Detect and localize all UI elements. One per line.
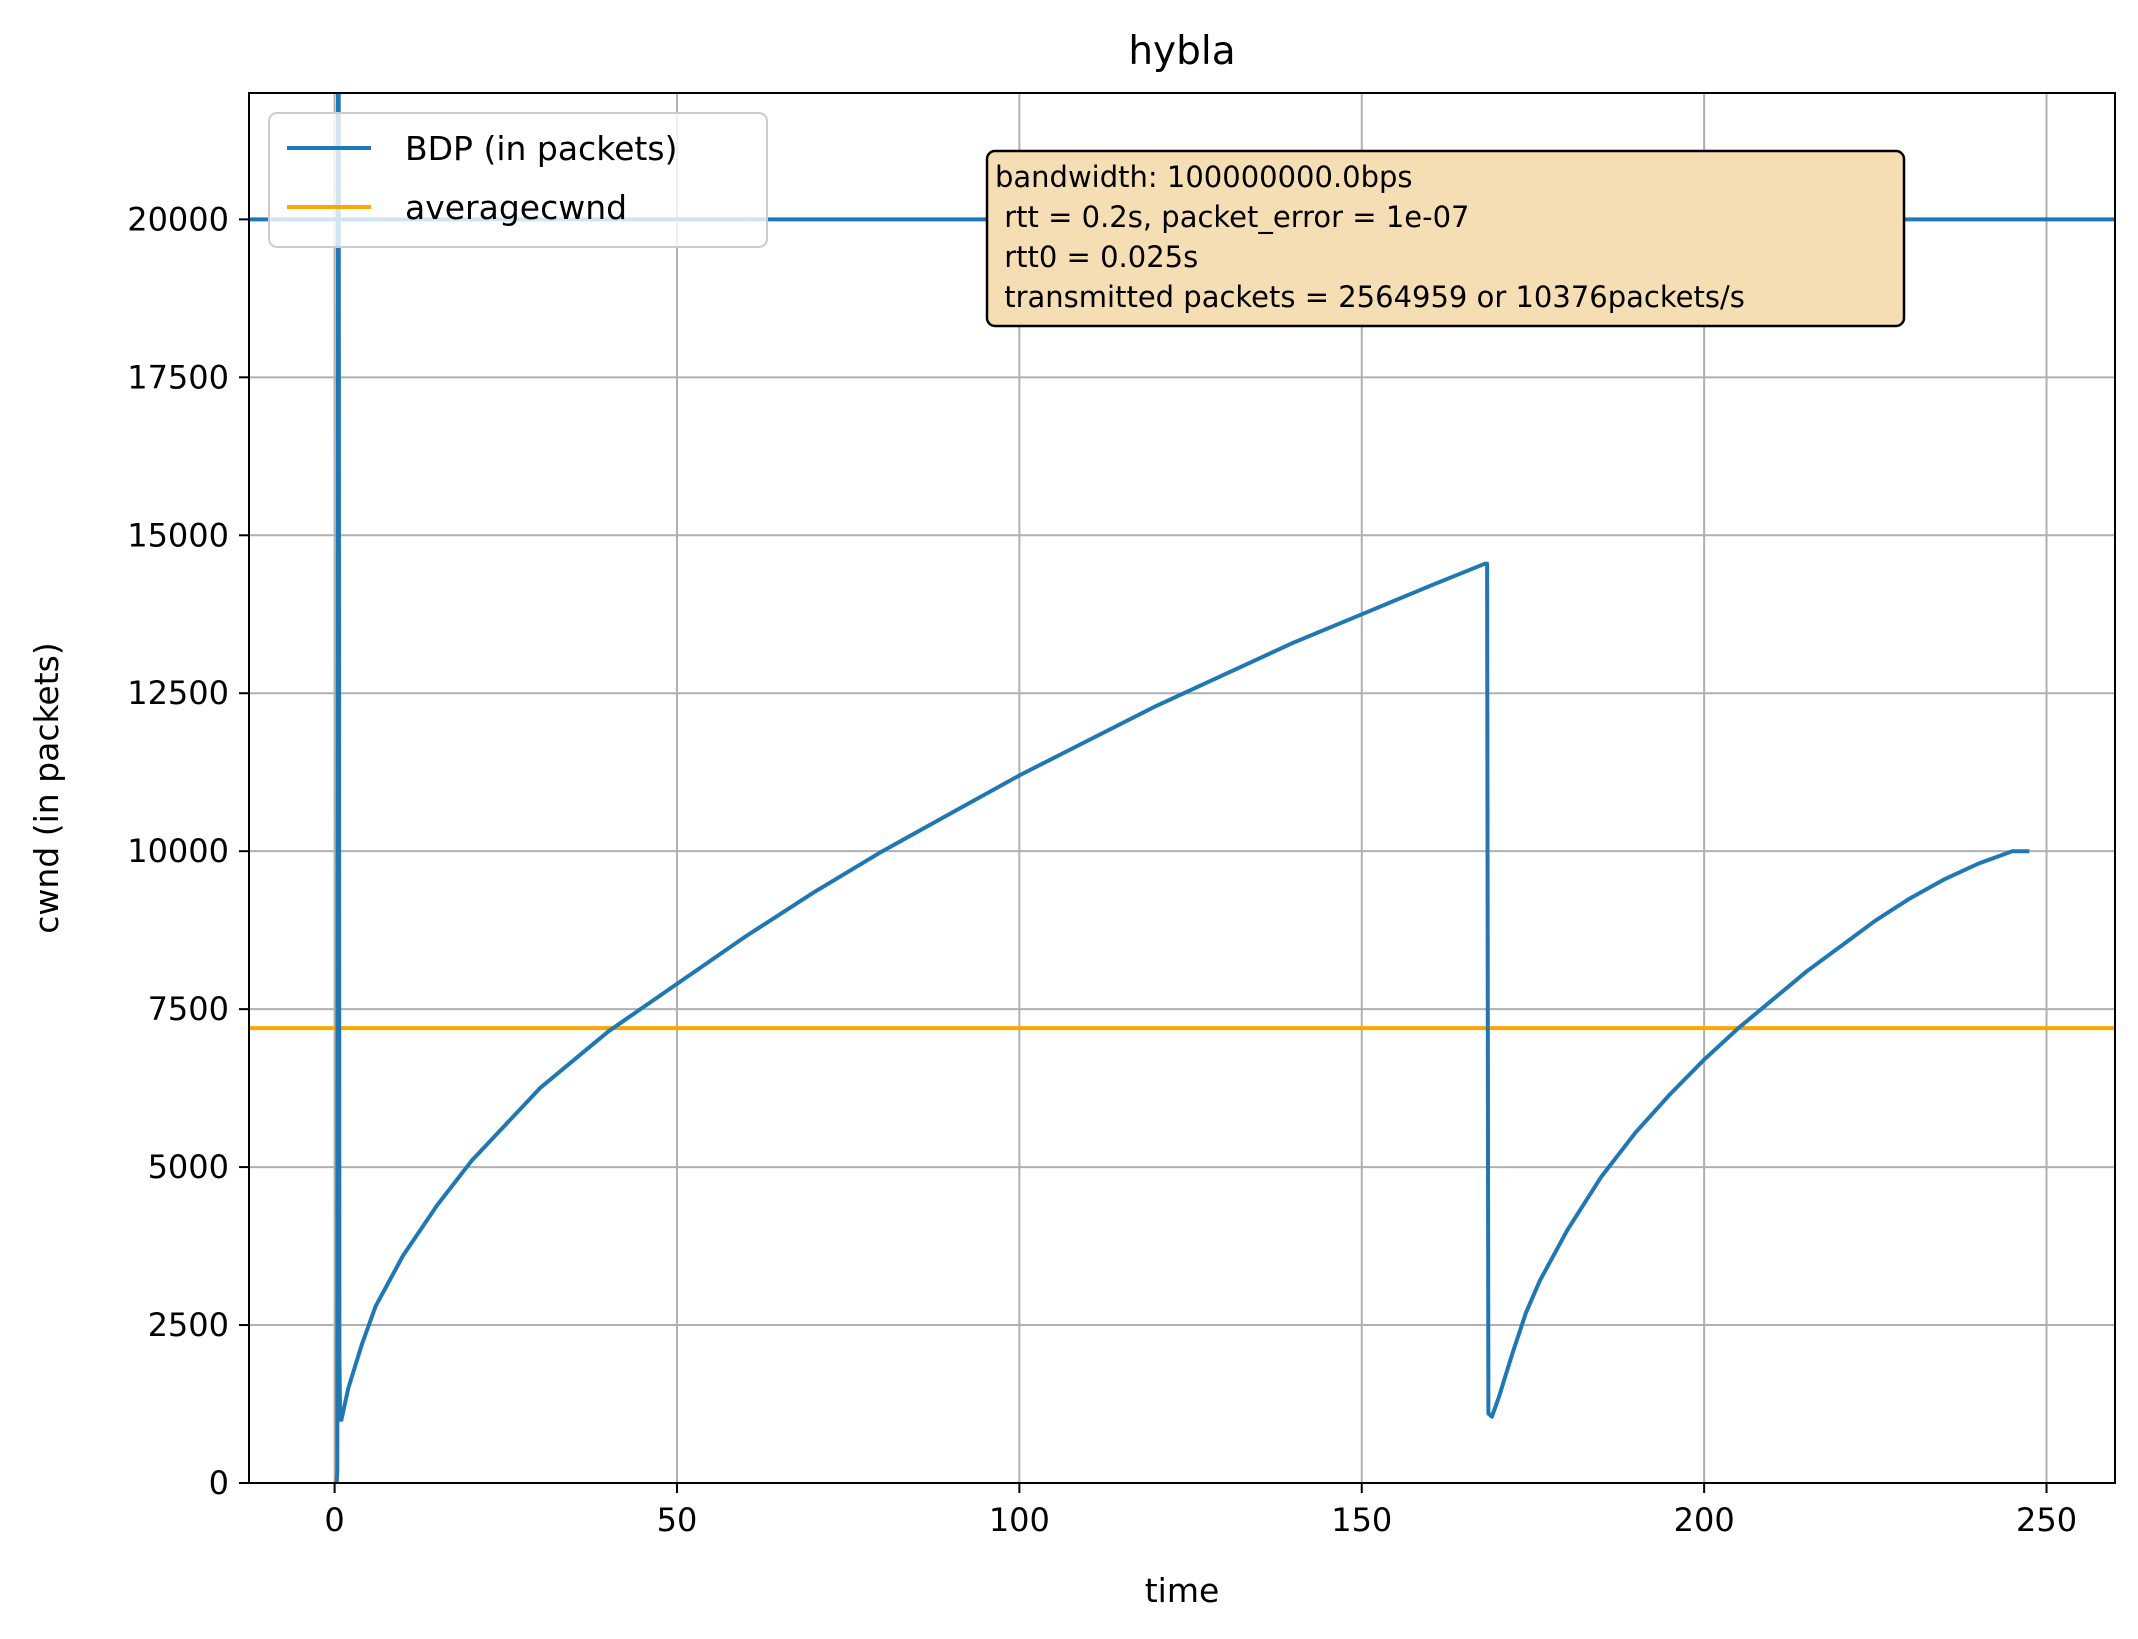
y-tick-label: 20000	[127, 200, 229, 238]
annotation-line: rtt = 0.2s, packet_error = 1e-07	[995, 200, 1469, 234]
x-axis-label: time	[1145, 1571, 1220, 1610]
chart-title: hybla	[1128, 29, 1235, 74]
x-tick-label: 150	[1331, 1501, 1392, 1539]
annotation-background	[985, 149, 1906, 328]
legend-box	[268, 112, 768, 248]
annotation-line: bandwidth: 100000000.0bps	[995, 160, 1413, 194]
y-axis-label: cwnd (in packets)	[27, 642, 66, 934]
annotation-box: bandwidth: 100000000.0bps rtt = 0.2s, pa…	[985, 149, 1906, 328]
y-tick-label: 0	[209, 1464, 229, 1502]
x-tick-label: 200	[1674, 1501, 1735, 1539]
y-tick-label: 2500	[148, 1306, 229, 1344]
legend: BDP (in packets) averagecwnd	[268, 112, 768, 248]
annotation-line: rtt0 = 0.025s	[995, 240, 1198, 274]
legend-label-bdp: BDP (in packets)	[405, 129, 677, 168]
legend-label-averagecwnd: averagecwnd	[405, 188, 627, 227]
x-tick-label: 0	[324, 1501, 344, 1539]
y-tick-label: 7500	[148, 990, 229, 1028]
annotation-line: transmitted packets = 2564959 or 10376pa…	[995, 280, 1745, 314]
ticks: 0 50 100 150 200 2500250050007500100001250015…	[127, 200, 2077, 1539]
y-tick-label: 17500	[127, 358, 229, 396]
y-tick-label: 15000	[127, 516, 229, 554]
x-tick-label: 100	[989, 1501, 1050, 1539]
x-tick-label: 50	[657, 1501, 698, 1539]
plot-frame	[248, 92, 2116, 1484]
y-tick-label: 10000	[127, 832, 229, 870]
y-tick-label: 5000	[148, 1148, 229, 1186]
y-tick-label: 12500	[127, 674, 229, 712]
x-tick-label: 250	[2016, 1501, 2077, 1539]
cwnd-series-line	[334, 93, 2030, 1483]
